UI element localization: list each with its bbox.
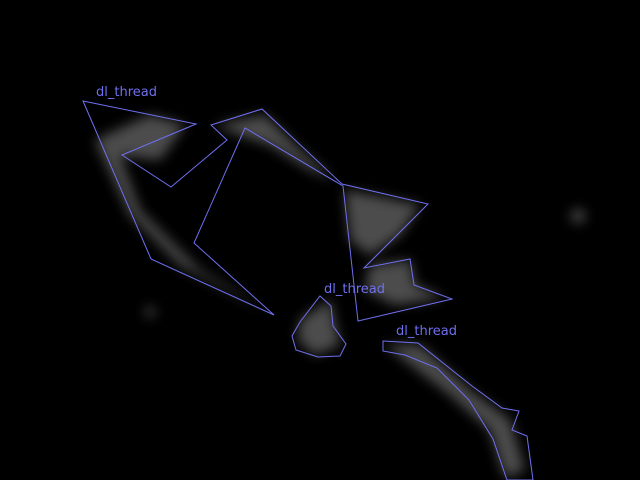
thread-texture — [95, 115, 585, 478]
annotation-2-outline[interactable] — [291, 295, 347, 358]
annotation-2[interactable]: dl_thread — [291, 282, 385, 358]
annotation-3-label: dl_thread — [396, 324, 457, 339]
annotation-1[interactable]: dl_thread — [82, 85, 454, 322]
annotation-2-label: dl_thread — [324, 282, 385, 297]
annotation-3-outline[interactable] — [382, 340, 534, 480]
annotation-1-outline[interactable] — [82, 100, 454, 322]
annotation-3[interactable]: dl_thread — [382, 324, 534, 480]
annotation-1-label: dl_thread — [96, 85, 157, 100]
